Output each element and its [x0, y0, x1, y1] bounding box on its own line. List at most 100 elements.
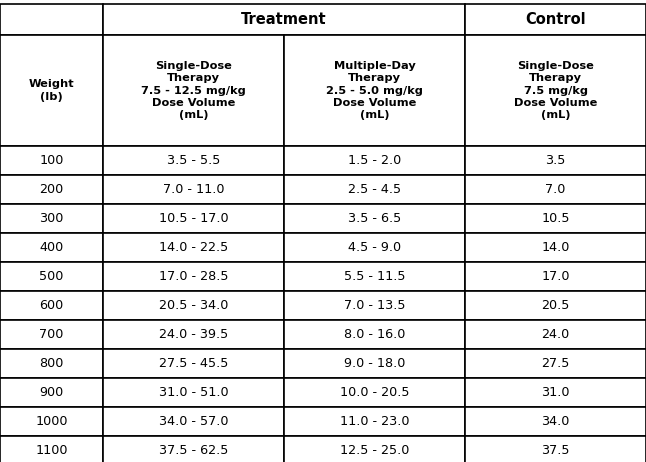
Bar [465, 35, 646, 146]
Bar [284, 262, 465, 291]
Text: 37.5 - 62.5: 37.5 - 62.5 [159, 444, 228, 457]
Text: 3.5: 3.5 [545, 154, 566, 167]
Bar [0, 378, 103, 407]
Bar [465, 291, 646, 320]
Bar [103, 35, 284, 146]
Text: 20.5: 20.5 [541, 299, 570, 312]
Bar [465, 349, 646, 378]
Bar [103, 175, 284, 204]
Text: 400: 400 [39, 241, 63, 254]
Text: 10.0 - 20.5: 10.0 - 20.5 [340, 386, 410, 399]
Bar [284, 291, 465, 320]
Text: Control: Control [525, 12, 586, 27]
Text: 31.0: 31.0 [541, 386, 570, 399]
Bar [0, 35, 103, 146]
Text: 800: 800 [39, 357, 64, 370]
Bar [0, 146, 103, 175]
Bar [0, 436, 103, 462]
Text: 24.0 - 39.5: 24.0 - 39.5 [159, 328, 228, 341]
Bar [284, 378, 465, 407]
Bar [465, 146, 646, 175]
Bar [465, 175, 646, 204]
Text: 7.0 - 13.5: 7.0 - 13.5 [344, 299, 405, 312]
Text: 500: 500 [39, 270, 64, 283]
Text: Multiple-Day
Therapy
2.5 - 5.0 mg/kg
Dose Volume
(mL): Multiple-Day Therapy 2.5 - 5.0 mg/kg Dos… [326, 61, 423, 120]
Bar [0, 407, 103, 436]
Text: 1.5 - 2.0: 1.5 - 2.0 [348, 154, 401, 167]
Bar [284, 233, 465, 262]
Bar [465, 4, 646, 35]
Bar [465, 407, 646, 436]
Bar [103, 349, 284, 378]
Text: 3.5 - 6.5: 3.5 - 6.5 [348, 212, 401, 225]
Text: 5.5 - 11.5: 5.5 - 11.5 [344, 270, 405, 283]
Text: Treatment: Treatment [241, 12, 327, 27]
Text: 1100: 1100 [36, 444, 68, 457]
Text: 10.5 - 17.0: 10.5 - 17.0 [159, 212, 228, 225]
Text: Single-Dose
Therapy
7.5 mg/kg
Dose Volume
(mL): Single-Dose Therapy 7.5 mg/kg Dose Volum… [514, 61, 597, 120]
Bar [0, 175, 103, 204]
Text: 9.0 - 18.0: 9.0 - 18.0 [344, 357, 405, 370]
Text: 8.0 - 16.0: 8.0 - 16.0 [344, 328, 405, 341]
Bar [0, 204, 103, 233]
Bar [103, 4, 465, 35]
Text: 27.5 - 45.5: 27.5 - 45.5 [159, 357, 228, 370]
Text: 31.0 - 51.0: 31.0 - 51.0 [159, 386, 228, 399]
Bar [284, 175, 465, 204]
Bar [0, 262, 103, 291]
Text: 4.5 - 9.0: 4.5 - 9.0 [348, 241, 401, 254]
Text: 14.0 - 22.5: 14.0 - 22.5 [159, 241, 228, 254]
Bar [0, 349, 103, 378]
Bar [103, 436, 284, 462]
Text: 27.5: 27.5 [541, 357, 570, 370]
Bar [103, 378, 284, 407]
Bar [0, 291, 103, 320]
Text: 14.0: 14.0 [541, 241, 570, 254]
Bar [465, 233, 646, 262]
Bar [284, 349, 465, 378]
Bar [0, 320, 103, 349]
Bar [465, 378, 646, 407]
Bar [0, 233, 103, 262]
Bar [103, 262, 284, 291]
Text: 7.0 - 11.0: 7.0 - 11.0 [163, 183, 224, 196]
Text: 10.5: 10.5 [541, 212, 570, 225]
Text: 700: 700 [39, 328, 64, 341]
Text: Weight
(lb): Weight (lb) [28, 79, 74, 102]
Bar [284, 146, 465, 175]
Bar [465, 262, 646, 291]
Text: 600: 600 [39, 299, 63, 312]
Text: 34.0: 34.0 [541, 415, 570, 428]
Bar [103, 233, 284, 262]
Bar [284, 320, 465, 349]
Text: 900: 900 [39, 386, 63, 399]
Bar [465, 436, 646, 462]
Bar [103, 291, 284, 320]
Text: Single-Dose
Therapy
7.5 - 12.5 mg/kg
Dose Volume
(mL): Single-Dose Therapy 7.5 - 12.5 mg/kg Dos… [141, 61, 246, 120]
Bar [103, 204, 284, 233]
Text: 100: 100 [39, 154, 64, 167]
Bar [465, 320, 646, 349]
Text: 300: 300 [39, 212, 64, 225]
Text: 12.5 - 25.0: 12.5 - 25.0 [340, 444, 409, 457]
Text: 34.0 - 57.0: 34.0 - 57.0 [159, 415, 228, 428]
Text: 20.5 - 34.0: 20.5 - 34.0 [159, 299, 228, 312]
Bar [284, 35, 465, 146]
Text: 11.0 - 23.0: 11.0 - 23.0 [340, 415, 410, 428]
Bar [103, 146, 284, 175]
Bar [103, 320, 284, 349]
Text: 24.0: 24.0 [541, 328, 570, 341]
Text: 17.0: 17.0 [541, 270, 570, 283]
Bar [284, 407, 465, 436]
Text: 2.5 - 4.5: 2.5 - 4.5 [348, 183, 401, 196]
Text: 17.0 - 28.5: 17.0 - 28.5 [159, 270, 228, 283]
Text: 7.0: 7.0 [545, 183, 566, 196]
Text: 1000: 1000 [36, 415, 68, 428]
Bar [284, 204, 465, 233]
Bar [0, 4, 103, 35]
Text: 3.5 - 5.5: 3.5 - 5.5 [167, 154, 220, 167]
Text: 37.5: 37.5 [541, 444, 570, 457]
Bar [465, 204, 646, 233]
Bar [284, 436, 465, 462]
Text: 200: 200 [39, 183, 63, 196]
